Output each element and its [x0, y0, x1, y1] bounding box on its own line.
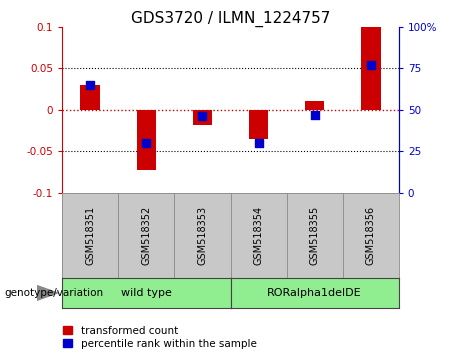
Text: GSM518354: GSM518354	[254, 206, 264, 265]
Point	[255, 140, 262, 146]
Point	[367, 62, 374, 68]
Text: genotype/variation: genotype/variation	[5, 288, 104, 298]
Text: GSM518352: GSM518352	[142, 206, 151, 265]
Point	[199, 114, 206, 119]
Text: RORalpha1delDE: RORalpha1delDE	[267, 288, 362, 298]
Text: GSM518356: GSM518356	[366, 206, 376, 265]
Title: GDS3720 / ILMN_1224757: GDS3720 / ILMN_1224757	[131, 10, 330, 27]
Text: GSM518355: GSM518355	[310, 206, 319, 265]
Point	[311, 112, 318, 118]
Point	[142, 140, 150, 146]
Bar	[305, 102, 325, 110]
Polygon shape	[37, 286, 58, 300]
Bar	[81, 85, 100, 110]
Point	[87, 82, 94, 88]
Legend: transformed count, percentile rank within the sample: transformed count, percentile rank withi…	[63, 326, 256, 349]
Bar	[193, 110, 212, 125]
Bar	[136, 110, 156, 171]
Text: GSM518353: GSM518353	[197, 206, 207, 265]
Text: GSM518351: GSM518351	[85, 206, 95, 265]
Bar	[249, 110, 268, 139]
Text: wild type: wild type	[121, 288, 172, 298]
Bar	[361, 27, 380, 110]
